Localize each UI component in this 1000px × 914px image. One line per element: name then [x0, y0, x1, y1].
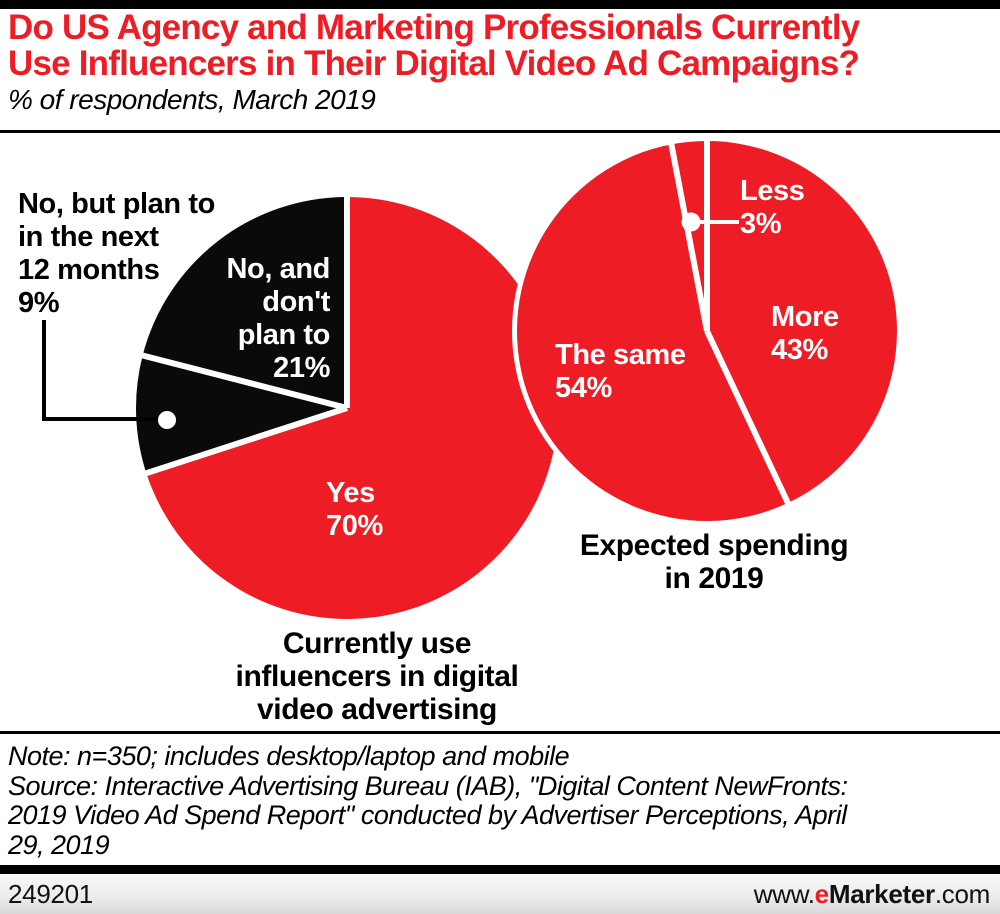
callout-dot-less — [681, 212, 701, 232]
url-www: www. — [753, 878, 815, 909]
slice-label-more: More 43% — [771, 301, 839, 366]
top-black-bar — [0, 0, 1000, 9]
chart-title: Do US Agency and Marketing Professionals… — [8, 8, 860, 83]
left-pie-slice-no-and-don-t-plan-to — [142, 197, 347, 408]
right-pie-caption: Expected spending in 2019 — [579, 529, 849, 595]
emarketer-logo-e: e — [814, 878, 829, 909]
note-and-source: Note: n=350; includes desktop/laptop and… — [8, 741, 996, 860]
url-com: .com — [934, 878, 990, 909]
note-text: Note: n=350; includes desktop/laptop and… — [8, 741, 570, 771]
left-pie-slice-yes — [146, 197, 559, 619]
source-text: Source: Interactive Advertising Bureau (… — [8, 770, 848, 860]
pie-charts-canvas — [42, 136, 902, 619]
left-pie-divider-1 — [143, 405, 348, 477]
chart-subtitle: % of respondents, March 2019 — [8, 84, 376, 115]
left-pie-caption: Currently use influencers in digital vid… — [235, 627, 519, 726]
footer: 249201 www.eMarketer.com — [0, 874, 1000, 914]
header-divider-line — [0, 130, 1000, 133]
right-pie-slice-the-same — [516, 144, 788, 522]
slice-label-less: Less 3% — [740, 175, 805, 240]
slice-label-no-but-plan-to: No, but plan to in the next 12 months 9% — [18, 188, 215, 319]
emarketer-logo-rest: Marketer — [828, 878, 935, 909]
emarketer-url: www.eMarketer.com — [754, 879, 1000, 910]
pie-charts-area: No, but plan to in the next 12 months 9%… — [0, 134, 1000, 728]
slice-label-the-same: The same 54% — [555, 339, 686, 404]
slice-label-no-and-dont-plan-to: No, and don't plan to 21% — [226, 253, 330, 384]
left-pie-divider-2 — [139, 352, 348, 411]
callout-line-9pct — [42, 320, 160, 421]
slice-label-yes: Yes 70% — [326, 477, 383, 542]
right-pie-divider-2 — [668, 141, 710, 332]
chart-id: 249201 — [8, 878, 93, 909]
left-pie-slice-no-but-plan-to-in-the-next-12-months — [136, 355, 347, 474]
right-pie-slice-more — [707, 141, 898, 503]
footnote-divider-line — [0, 731, 1000, 734]
footer-black-bar — [0, 865, 1000, 874]
callout-dot-9pct — [158, 411, 176, 429]
right-pie-divider-1 — [704, 329, 792, 507]
